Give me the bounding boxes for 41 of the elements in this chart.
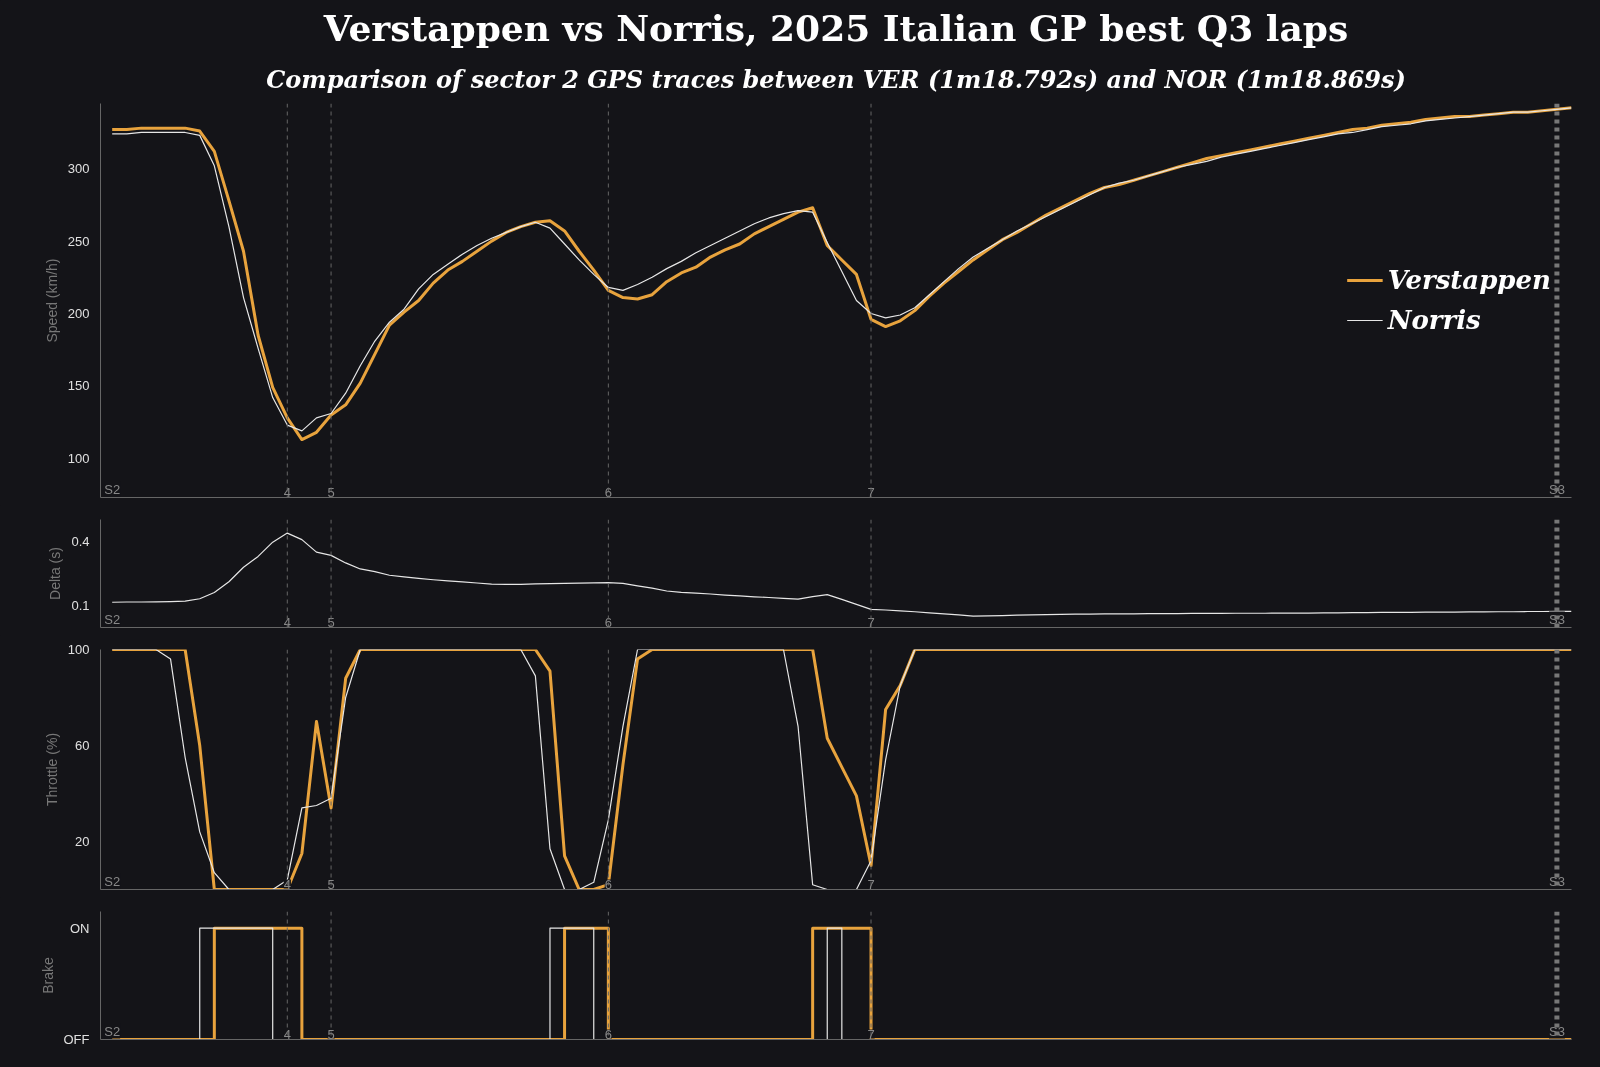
y-tick-label: 100 (67, 450, 90, 466)
x-tick-label: 7 (867, 614, 875, 630)
x-tick-label: 7 (867, 1026, 875, 1042)
y-tick-label: 0.4 (71, 533, 90, 549)
x-tick-label: 4 (283, 1026, 291, 1042)
y-tick-label: 250 (67, 233, 90, 249)
x-tick-label: 5 (327, 614, 335, 630)
chart-subtitle: Comparison of sector 2 GPS traces between VER (1m18.792s) and NOR (1m18.869s) (266, 64, 1406, 94)
y-axis-title: Delta (s) (47, 547, 64, 600)
chart-title: Verstappen vs Norris, 2025 Italian GP best Q3 laps (322, 6, 1349, 49)
x-tick-label: S2 (104, 611, 121, 627)
x-tick-label: S2 (104, 481, 121, 497)
y-tick-label: 0.1 (71, 598, 90, 614)
y-tick-label: 200 (67, 306, 90, 322)
x-tick-label: 5 (327, 484, 335, 500)
y-tick-label: 20 (75, 834, 90, 849)
y-axis-title: Brake (39, 957, 56, 994)
x-tick-label: 6 (604, 1026, 612, 1042)
y-tick-label: 100 (67, 642, 90, 657)
text: ON (70, 920, 90, 936)
x-tick-label: 7 (867, 484, 875, 500)
text: OFF (63, 1032, 90, 1047)
legend-label: Norris (1387, 305, 1481, 335)
x-tick-label: 4 (283, 876, 291, 892)
y-axis-title: Speed (km/h) (43, 258, 60, 343)
x-tick-label: 6 (604, 614, 612, 630)
legend-label: Verstappen (1387, 265, 1551, 295)
y-tick-label: 300 (67, 161, 90, 177)
x-tick-label: S3 (1548, 611, 1565, 627)
x-tick-label: S2 (104, 1023, 121, 1039)
y-axis-title: Throttle (%) (43, 732, 60, 807)
x-tick-label: 6 (604, 484, 612, 500)
x-tick-label: 5 (327, 1026, 335, 1042)
x-tick-label: S2 (104, 873, 121, 889)
x-tick-label: 4 (283, 614, 291, 630)
y-tick-label: 60 (75, 738, 90, 753)
x-tick-label: 6 (604, 876, 612, 892)
x-tick-label: 4 (283, 484, 291, 500)
x-tick-label: 5 (327, 876, 335, 892)
x-tick-label: 7 (867, 876, 875, 892)
y-tick-label: 150 (67, 378, 90, 394)
